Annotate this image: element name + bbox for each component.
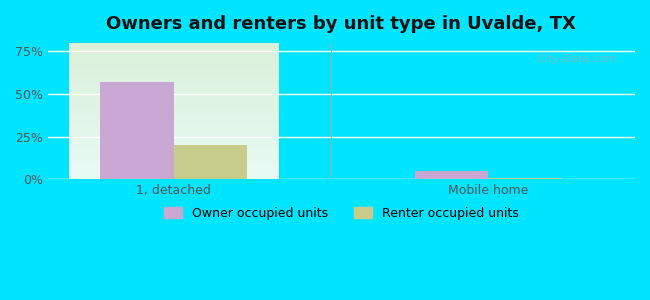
Legend: Owner occupied units, Renter occupied units: Owner occupied units, Renter occupied un… [159,202,524,225]
Bar [415,171,488,179]
Title: Owners and renters by unit type in Uvalde, TX: Owners and renters by unit type in Uvald… [107,15,577,33]
Text: City-Data.com: City-Data.com [538,54,617,64]
Bar [488,178,562,179]
Bar [100,82,174,179]
Bar [174,145,247,179]
